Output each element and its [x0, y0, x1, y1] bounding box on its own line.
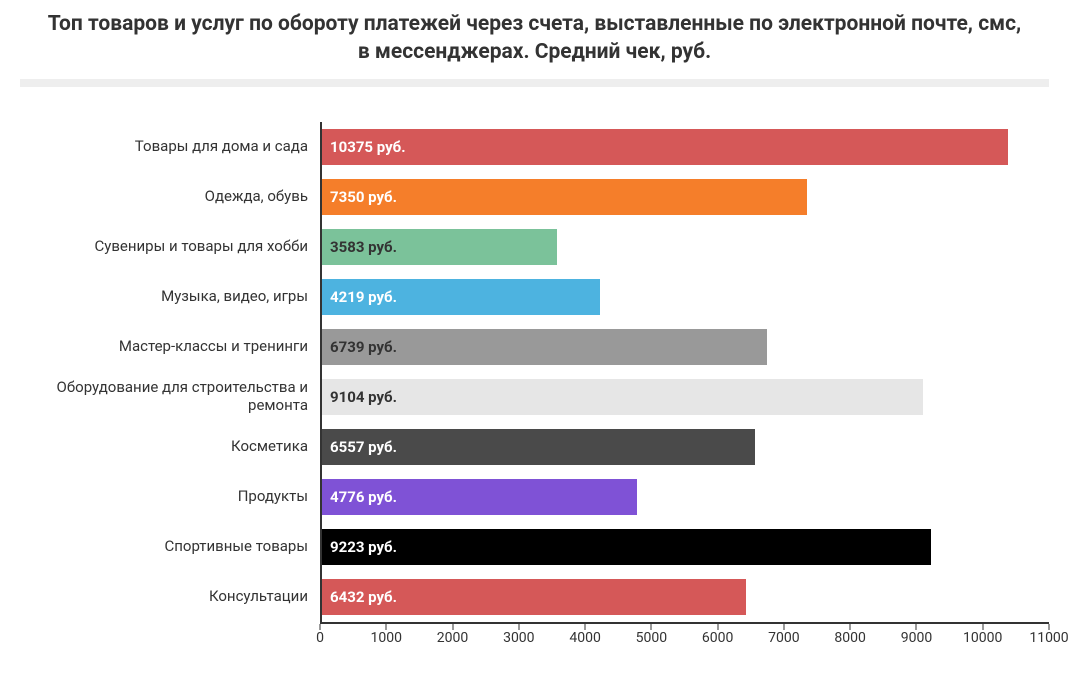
chart-title: Топ товаров и услуг по обороту платежей … — [0, 0, 1069, 79]
bar-track: 9104 руб. — [320, 372, 1049, 422]
category-label: Продукты — [20, 472, 320, 522]
bar-value-label: 7350 руб. — [320, 188, 397, 206]
x-tick-label: 11000 — [1029, 630, 1068, 646]
category-label: Одежда, обувь — [20, 172, 320, 222]
bar: 10375 руб. — [320, 129, 1008, 165]
category-label: Сувениры и товары для хобби — [20, 222, 320, 272]
bar: 6432 руб. — [320, 579, 746, 615]
x-axis: 0 1000 2000 3000 4000 5000 6000 7000 8000 9000 100… — [20, 624, 1049, 652]
x-tick-label: 8000 — [834, 630, 865, 646]
chart-row: Одежда, обувь7350 руб. — [20, 172, 1049, 222]
y-axis-line — [320, 122, 322, 622]
bar-value-label: 4776 руб. — [320, 488, 397, 506]
bar-value-label: 10375 руб. — [320, 138, 406, 156]
bar-track: 3583 руб. — [320, 222, 1049, 272]
category-label: Музыка, видео, игры — [20, 272, 320, 322]
bar-track: 4776 руб. — [320, 472, 1049, 522]
bar-value-label: 9104 руб. — [320, 388, 397, 406]
x-tick-label: 4000 — [569, 630, 600, 646]
x-tick-label: 7000 — [768, 630, 799, 646]
x-axis-ticks: 0100020003000400050006000700080009000100… — [320, 624, 1049, 652]
bar-track: 6739 руб. — [320, 322, 1049, 372]
bar: 4776 руб. — [320, 479, 637, 515]
bar: 7350 руб. — [320, 179, 807, 215]
bar-value-label: 6739 руб. — [320, 338, 397, 356]
bar-value-label: 9223 руб. — [320, 538, 397, 556]
x-tick-label: 2000 — [437, 630, 468, 646]
x-tick-label: 9000 — [901, 630, 932, 646]
x-tick-label: 1000 — [371, 630, 402, 646]
chart-container: Товары для дома и сада10375 руб.Одежда, … — [20, 122, 1049, 652]
chart-row: Консультации6432 руб. — [20, 572, 1049, 622]
bar-value-label: 4219 руб. — [320, 288, 397, 306]
bar-track: 9223 руб. — [320, 522, 1049, 572]
chart-row: Продукты4776 руб. — [20, 472, 1049, 522]
chart-row: Сувениры и товары для хобби3583 руб. — [20, 222, 1049, 272]
bar: 6739 руб. — [320, 329, 767, 365]
bar: 9104 руб. — [320, 379, 923, 415]
bar-value-label: 6557 руб. — [320, 438, 397, 456]
bar-value-label: 3583 руб. — [320, 238, 397, 256]
bar-track: 6432 руб. — [320, 572, 1049, 622]
chart-plot-area: Товары для дома и сада10375 руб.Одежда, … — [20, 122, 1049, 624]
bar: 4219 руб. — [320, 279, 600, 315]
x-tick-label: 3000 — [503, 630, 534, 646]
chart-row: Мастер-классы и тренинги6739 руб. — [20, 322, 1049, 372]
chart-row: Оборудование для строительства и ремонта… — [20, 372, 1049, 422]
bar: 9223 руб. — [320, 529, 931, 565]
category-label: Спортивные товары — [20, 522, 320, 572]
header-divider — [20, 79, 1049, 87]
category-label: Мастер-классы и тренинги — [20, 322, 320, 372]
chart-row: Спортивные товары9223 руб. — [20, 522, 1049, 572]
chart-row: Товары для дома и сада10375 руб. — [20, 122, 1049, 172]
chart-row: Косметика6557 руб. — [20, 422, 1049, 472]
category-label: Косметика — [20, 422, 320, 472]
bar: 6557 руб. — [320, 429, 755, 465]
x-axis-spacer — [20, 624, 320, 652]
x-tick-label: 5000 — [636, 630, 667, 646]
category-label: Оборудование для строительства и ремонта — [20, 372, 320, 422]
x-tick-label: 0 — [316, 630, 324, 646]
bar-track: 10375 руб. — [320, 122, 1049, 172]
bar-track: 4219 руб. — [320, 272, 1049, 322]
bar-value-label: 6432 руб. — [320, 588, 397, 606]
bar-track: 7350 руб. — [320, 172, 1049, 222]
category-label: Консультации — [20, 572, 320, 622]
x-tick-label: 10000 — [963, 630, 1002, 646]
bar-track: 6557 руб. — [320, 422, 1049, 472]
chart-row: Музыка, видео, игры4219 руб. — [20, 272, 1049, 322]
x-tick-label: 6000 — [702, 630, 733, 646]
bar: 3583 руб. — [320, 229, 557, 265]
category-label: Товары для дома и сада — [20, 122, 320, 172]
